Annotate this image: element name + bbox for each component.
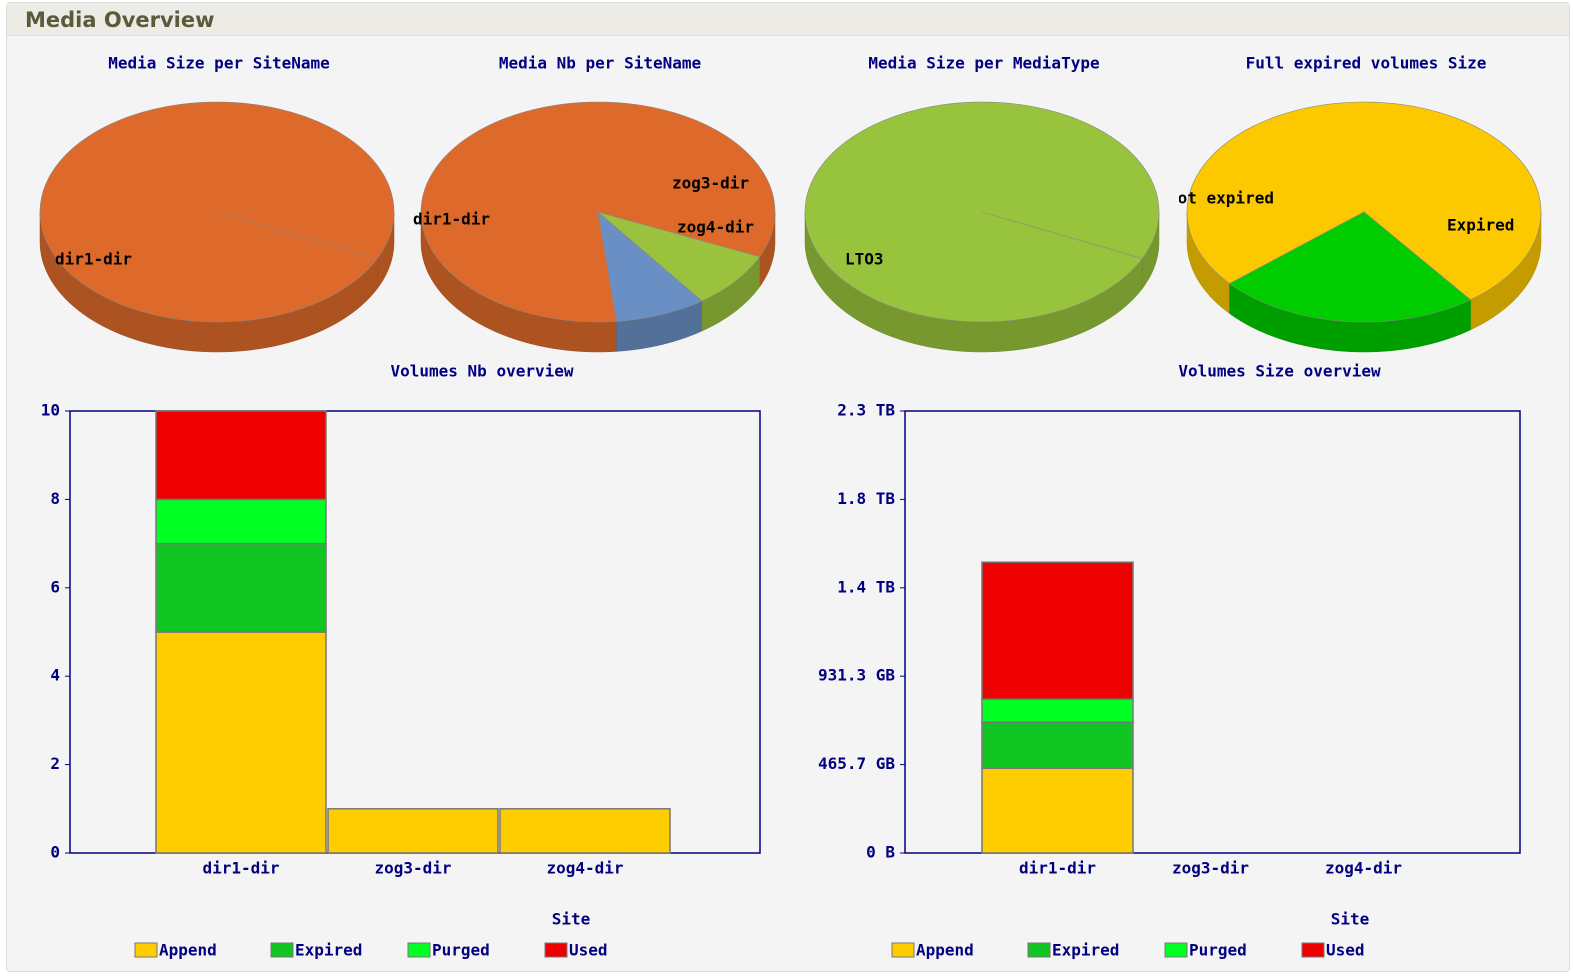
pie-slice xyxy=(597,211,761,302)
pie-label: dir1-dir xyxy=(413,210,490,229)
pie-label: zog4-dir xyxy=(677,218,754,237)
bar-segment xyxy=(155,410,327,501)
legend-label: Append xyxy=(916,941,974,960)
legend-swatch xyxy=(407,942,431,958)
bar-segment xyxy=(155,542,327,633)
x-tick-label: zog3-dir xyxy=(1172,859,1249,878)
bar-title: Volumes Size overview xyxy=(1178,362,1381,381)
pie-slice xyxy=(1229,211,1472,323)
pie-title: Media Nb per SiteName xyxy=(499,54,701,73)
y-tick-label: 2 xyxy=(50,754,60,773)
pie-label: LTO3 xyxy=(845,250,884,269)
x-tick-label: zog4-dir xyxy=(1325,859,1402,878)
bar-segment xyxy=(155,631,327,854)
legend-swatch xyxy=(544,942,568,958)
pie-title: Full expired volumes Size xyxy=(1246,54,1487,73)
pie: Not expired Expired xyxy=(1168,101,1542,353)
x-axis-label: Site xyxy=(552,910,591,929)
legend-label: Used xyxy=(1326,941,1365,960)
legend-label: Used xyxy=(569,941,608,960)
y-tick-label: 1.8 TB xyxy=(837,489,895,508)
y-tick-label: 0 B xyxy=(866,843,895,862)
legend-swatch xyxy=(891,942,915,958)
bar-title: Volumes Nb overview xyxy=(390,362,573,381)
bar-segment xyxy=(981,721,1134,769)
bar-segment xyxy=(327,808,499,854)
legend-swatch xyxy=(1027,942,1051,958)
pie-label: dir1-dir xyxy=(55,250,132,269)
pie-slice xyxy=(1186,101,1542,301)
pie-label: Expired xyxy=(1447,216,1514,235)
pie-slice xyxy=(804,101,1160,323)
legend-swatch xyxy=(1301,942,1325,958)
pie-title: Media Size per SiteName xyxy=(108,54,330,73)
bar-segment xyxy=(499,808,671,854)
plot-area xyxy=(904,410,1521,854)
pie: LTO3 xyxy=(804,101,1160,353)
y-tick-label: 465.7 GB xyxy=(818,754,895,773)
x-tick-label: dir1-dir xyxy=(202,859,279,878)
pie-slice xyxy=(597,211,703,322)
bar-segment xyxy=(981,561,1134,700)
pie-slice xyxy=(39,101,395,323)
legend-label: Expired xyxy=(1052,941,1119,960)
y-tick-label: 8 xyxy=(50,489,60,508)
x-tick-label: dir1-dir xyxy=(1019,859,1096,878)
pie: dir1-dir zog3-dir zog4-dir xyxy=(413,101,776,353)
y-tick-label: 0 xyxy=(50,843,60,862)
pie-label: Not expired xyxy=(1168,189,1274,208)
legend-swatch xyxy=(134,942,158,958)
legend-swatch xyxy=(1164,942,1188,958)
y-tick-label: 4 xyxy=(50,666,60,685)
panel-title: Media Overview xyxy=(25,8,215,32)
legend-label: Expired xyxy=(295,941,362,960)
y-tick-label: 6 xyxy=(50,577,60,596)
y-tick-label: 10 xyxy=(41,401,60,420)
pie-title: Media Size per MediaType xyxy=(868,54,1099,73)
y-tick-label: 1.4 TB xyxy=(837,577,895,596)
panel-header: Media Overview xyxy=(7,3,1569,36)
pie: dir1-dir xyxy=(39,101,395,353)
legend-swatch xyxy=(270,942,294,958)
pie-label: zog3-dir xyxy=(672,174,749,193)
bar-segment xyxy=(981,698,1134,723)
legend-label: Purged xyxy=(1189,941,1247,960)
bar-segment xyxy=(155,498,327,545)
legend-label: Append xyxy=(159,941,217,960)
x-tick-label: zog4-dir xyxy=(546,859,623,878)
bar-segment xyxy=(981,767,1134,854)
y-tick-label: 2.3 TB xyxy=(837,401,895,420)
y-tick-label: 931.3 GB xyxy=(818,666,895,685)
x-axis-label: Site xyxy=(1331,910,1370,929)
x-tick-label: zog3-dir xyxy=(374,859,451,878)
legend-label: Purged xyxy=(432,941,490,960)
